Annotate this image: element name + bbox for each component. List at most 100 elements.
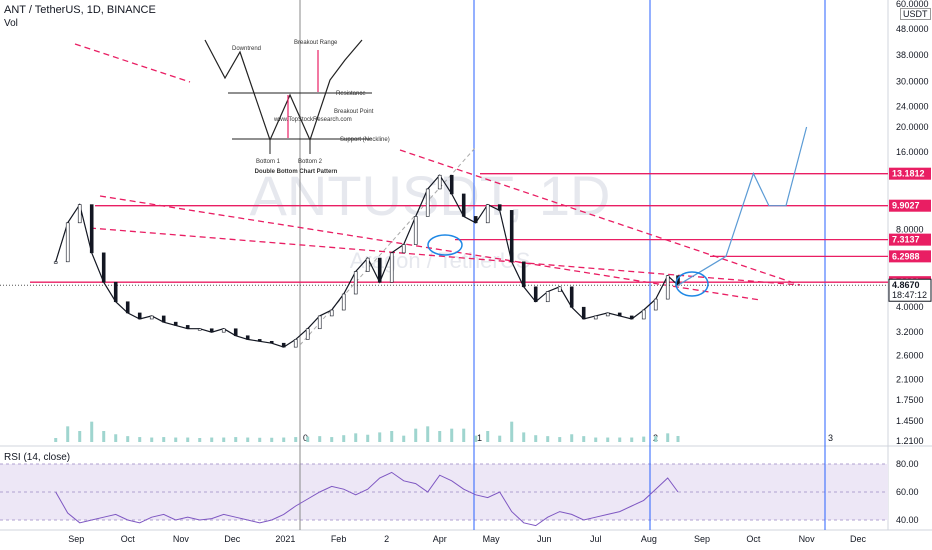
y-tick-label: 1.4500 [896,416,924,426]
volume-bar [426,426,430,442]
x-tick-label: Apr [433,534,447,544]
volume-bar [78,431,82,442]
price-candle [377,257,382,283]
volume-bar [354,433,358,442]
price-candle [665,275,670,300]
volume-bar [342,435,346,442]
inset-label: Bottom 2 [298,159,323,165]
volume-bar [498,435,502,442]
volume-bar [666,433,670,442]
y-tick-label: 8.0000 [896,225,924,235]
volume-bar [438,431,442,442]
volume-bar [486,431,490,442]
vertical-marker-label: 1 [477,433,482,443]
inset-label: Breakout Point [334,109,374,115]
volume-bar [270,437,274,442]
price-candle [77,204,82,224]
y-tick-label: 24.0000 [896,102,929,112]
price-candle [161,315,166,323]
price-candle [365,257,370,272]
rsi-title: RSI (14, close) [4,452,71,463]
volume-bar [258,437,262,442]
price-candle [53,261,58,264]
rsi-tick-label: 80.00 [896,459,919,469]
chart-title: ANT / TetherUS, 1D, BINANCE [4,4,156,16]
price-candle [197,328,202,331]
volume-bar [318,436,322,442]
volume-bar [330,437,334,442]
inset-label: Support (Neckline) [340,137,390,143]
volume-bar [222,437,226,442]
price-candle [257,339,262,342]
price-candle [113,281,118,303]
vertical-marker-label: 0 [303,433,308,443]
volume-bar [582,436,586,442]
price-candle [317,315,322,330]
price-candle [533,286,538,303]
x-tick-label: Nov [173,534,190,544]
x-tick-label: Dec [850,534,867,544]
y-tick-label: 48.0000 [896,24,929,34]
price-candle [473,216,478,224]
price-candle [629,315,634,320]
volume-bar [114,434,118,442]
price-candle [101,252,106,283]
y-tick-label: 1.7500 [896,395,924,405]
x-tick-label: Sep [68,534,84,544]
price-candle [449,174,454,195]
price-candle [461,193,466,217]
trend-line [399,149,801,286]
price-level-label: 13.1812 [892,169,925,179]
volume-bar [306,436,310,442]
volume-bar [570,434,574,442]
countdown-label: 18:47:12 [892,290,927,300]
price-candle [641,309,646,320]
y-tick-label: 60.0000 [896,0,929,9]
volume-bar [594,437,598,442]
price-candle [581,306,586,320]
price-level-badge [889,250,931,263]
y-tick-label: 2.1000 [896,374,924,384]
highlight-circle [675,271,709,297]
rsi-tick-label: 60.00 [896,487,919,497]
volume-bar [534,435,538,442]
guide-line [299,147,476,346]
volume-bar [618,437,622,442]
volume-bar [606,437,610,442]
trend-line [99,195,761,301]
volume-bar [366,434,370,442]
double-bottom-inset: Downtrend Breakout Range Resistance Breakou… [204,39,390,175]
price-candle [497,204,502,211]
price-candle [293,339,298,348]
price-candle [341,293,346,311]
rsi-tick-label: 40.00 [896,515,919,525]
y-tick-label: 2.6000 [896,350,924,360]
price-candle [137,312,142,320]
price-candle [329,309,334,317]
price-candle [281,342,286,348]
inset-label: Bottom 1 [256,159,281,165]
price-level-label: 9.9027 [892,201,920,211]
vertical-marker-label: 3 [828,433,833,443]
price-candle [149,315,154,320]
price-candle [233,328,238,337]
highlight-circle [427,234,463,256]
volume-bar [162,437,166,442]
price-candle [65,222,70,263]
volume-bar [654,436,658,442]
projection-curve [677,126,808,286]
last-price-badge [888,278,932,302]
volume-bar [54,438,58,442]
y-tick-label: 16.0000 [896,147,929,157]
price-candle [425,188,430,217]
trend-line [74,43,191,83]
last-price-label: 4.8670 [892,280,920,290]
price-candle [89,204,94,254]
price-candle [653,298,658,311]
currency-badge[interactable]: USDT [900,8,931,20]
volume-bar [414,428,418,442]
volume-bar [630,437,634,442]
watermark-name: Aragon / TetherUS [350,248,531,273]
price-candle [605,312,610,317]
